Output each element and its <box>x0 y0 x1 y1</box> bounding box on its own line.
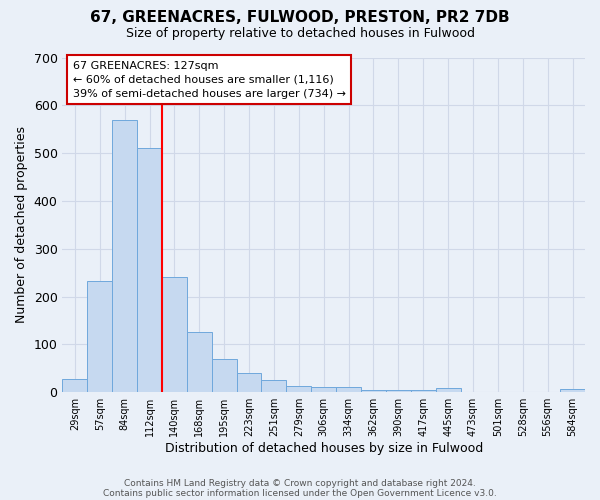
Bar <box>112 120 137 392</box>
Bar <box>262 380 286 392</box>
Bar <box>212 358 236 392</box>
Bar <box>137 148 162 392</box>
Bar <box>436 388 461 392</box>
Y-axis label: Number of detached properties: Number of detached properties <box>15 126 28 324</box>
Bar <box>187 332 212 392</box>
Bar <box>286 386 311 392</box>
Bar <box>311 388 336 392</box>
Text: 67, GREENACRES, FULWOOD, PRESTON, PR2 7DB: 67, GREENACRES, FULWOOD, PRESTON, PR2 7D… <box>90 10 510 25</box>
Bar <box>361 390 386 392</box>
Bar <box>162 277 187 392</box>
Text: Contains HM Land Registry data © Crown copyright and database right 2024.: Contains HM Land Registry data © Crown c… <box>124 478 476 488</box>
Text: Contains public sector information licensed under the Open Government Licence v3: Contains public sector information licen… <box>103 488 497 498</box>
Bar <box>236 372 262 392</box>
Bar <box>386 390 411 392</box>
Bar <box>560 390 585 392</box>
Text: 67 GREENACRES: 127sqm
← 60% of detached houses are smaller (1,116)
39% of semi-d: 67 GREENACRES: 127sqm ← 60% of detached … <box>73 61 346 99</box>
Bar <box>411 390 436 392</box>
Text: Size of property relative to detached houses in Fulwood: Size of property relative to detached ho… <box>125 28 475 40</box>
Bar <box>336 388 361 392</box>
X-axis label: Distribution of detached houses by size in Fulwood: Distribution of detached houses by size … <box>164 442 483 455</box>
Bar <box>62 379 88 392</box>
Bar <box>88 282 112 392</box>
